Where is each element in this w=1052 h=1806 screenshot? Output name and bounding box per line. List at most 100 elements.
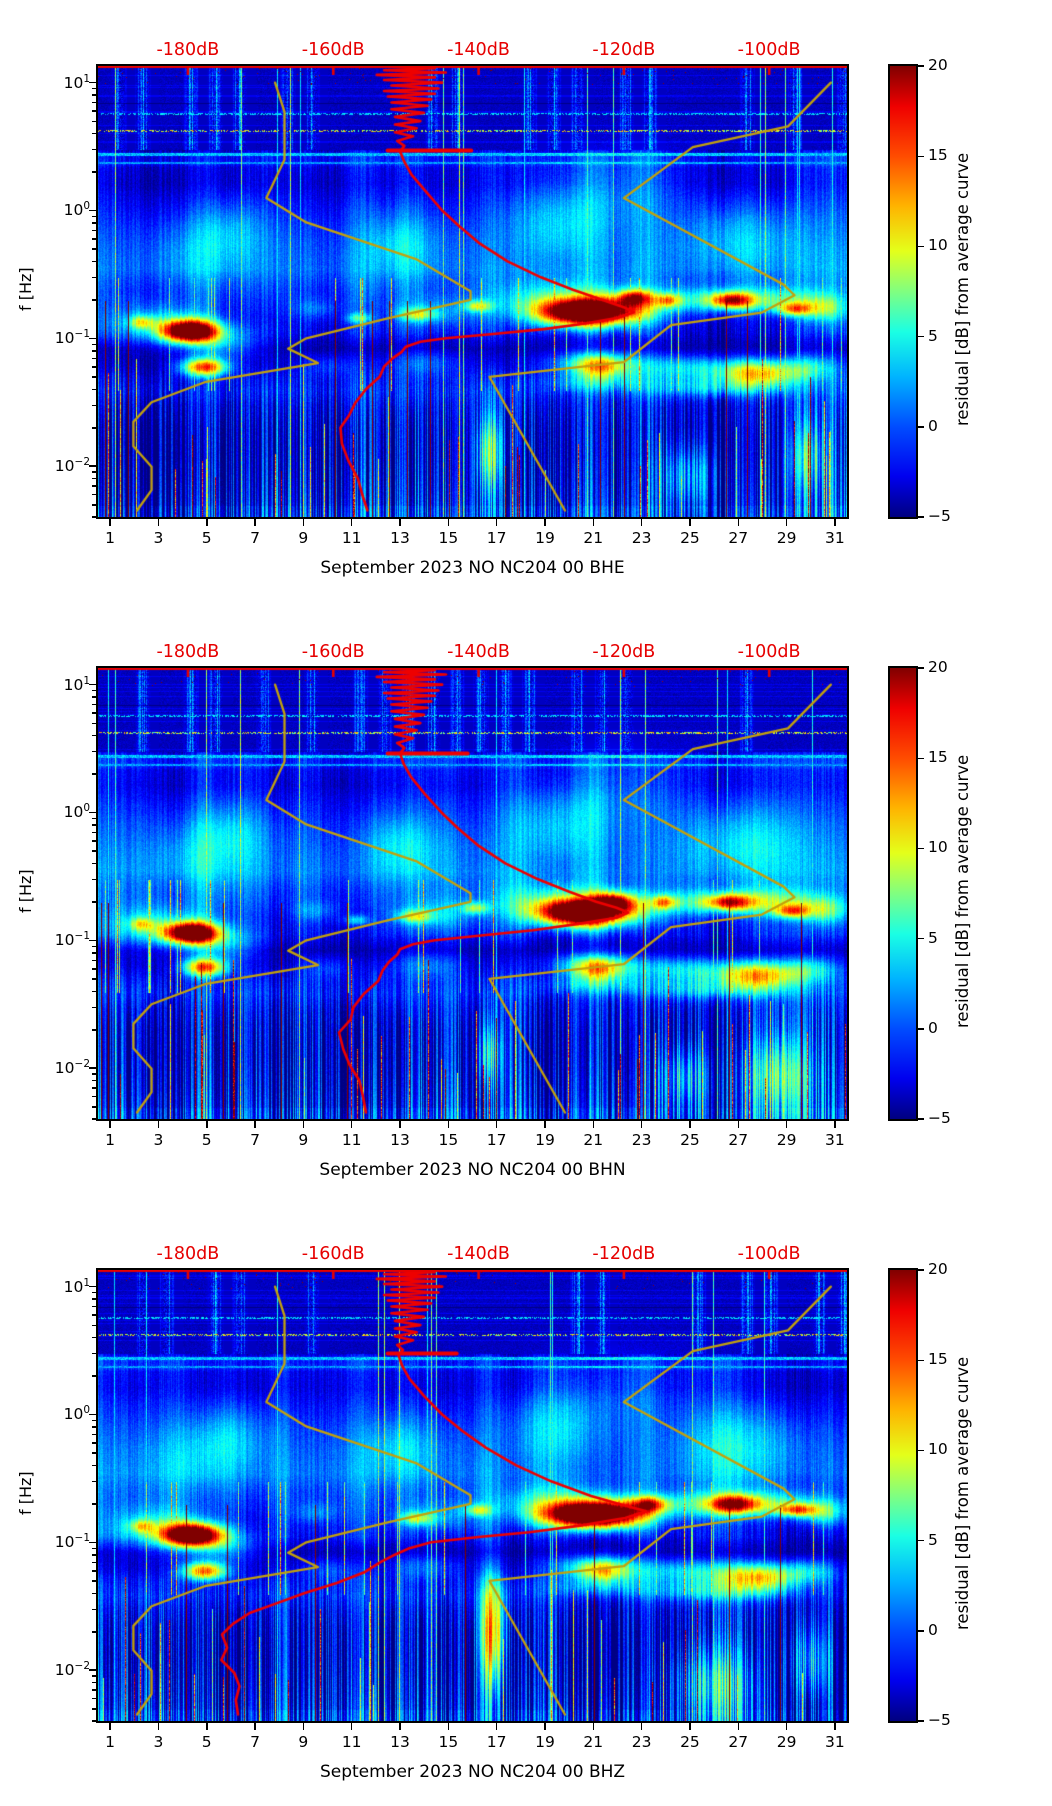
x-tick bbox=[302, 519, 305, 526]
y-minor-tick bbox=[92, 101, 96, 104]
x-tick bbox=[399, 519, 401, 526]
y-minor-tick bbox=[92, 1608, 96, 1611]
y-minor-tick bbox=[92, 959, 96, 961]
colorbar-tick-label: −5 bbox=[928, 1711, 951, 1729]
x-tick-label: 27 bbox=[728, 1733, 749, 1751]
y-axis-label: f [Hz] bbox=[16, 1471, 35, 1516]
x-tick-label: 17 bbox=[486, 1131, 507, 1149]
y-minor-tick bbox=[92, 1291, 96, 1294]
y-tick bbox=[89, 811, 96, 814]
x-tick bbox=[544, 1723, 546, 1730]
y-minor-tick bbox=[92, 350, 96, 352]
y-minor-tick bbox=[92, 1073, 96, 1075]
y-minor-tick bbox=[92, 824, 96, 826]
x-tick-label: 5 bbox=[201, 1131, 212, 1149]
x-tick bbox=[785, 1723, 788, 1730]
x-tick bbox=[495, 1723, 498, 1730]
x-tick bbox=[109, 519, 111, 526]
y-tick bbox=[89, 939, 96, 942]
y-minor-tick bbox=[92, 1570, 96, 1572]
y-tick-label: 100 bbox=[63, 200, 90, 220]
x-tick bbox=[495, 1121, 498, 1128]
y-minor-tick bbox=[92, 229, 96, 232]
y-minor-tick bbox=[92, 238, 96, 240]
y-axis-label: f [Hz] bbox=[16, 267, 35, 312]
db-tick-label: -160dB bbox=[301, 1244, 365, 1264]
y-minor-tick bbox=[92, 87, 96, 90]
db-tick-label: -120dB bbox=[592, 40, 656, 60]
db-tick-label: -160dB bbox=[301, 40, 365, 60]
y-minor-tick bbox=[92, 696, 96, 698]
x-tick bbox=[399, 1121, 401, 1128]
colorbar bbox=[888, 64, 918, 519]
x-tick-label: 1 bbox=[105, 1733, 116, 1751]
x-tick bbox=[302, 1121, 305, 1128]
colorbar-label: residual [dB] from average curve bbox=[953, 152, 972, 427]
y-tick bbox=[89, 465, 96, 467]
x-tick-label: 19 bbox=[535, 1733, 555, 1751]
x-tick-label: 23 bbox=[631, 1131, 652, 1149]
colorbar-label: residual [dB] from average curve bbox=[953, 1356, 972, 1631]
y-minor-tick bbox=[92, 1547, 96, 1550]
panel-title: September 2023 NO NC204 00 BHN bbox=[319, 1160, 626, 1180]
x-tick-label: 31 bbox=[825, 529, 845, 547]
y-minor-tick bbox=[92, 1592, 96, 1595]
y-minor-tick bbox=[92, 1426, 96, 1428]
x-tick-label: 13 bbox=[390, 1733, 410, 1751]
y-minor-tick bbox=[92, 1336, 96, 1339]
x-tick-label: 7 bbox=[250, 1733, 260, 1751]
spectrogram-panel-bhn: -180dB -160dB -140dB -120dB -100dB f [Hz… bbox=[0, 602, 1052, 1204]
y-tick-label: 10−1 bbox=[54, 328, 90, 348]
y-minor-tick bbox=[92, 1352, 96, 1355]
colorbar-tick-label: 5 bbox=[928, 928, 938, 947]
y-tick-label: 10−2 bbox=[54, 1660, 90, 1680]
x-tick-label: 5 bbox=[201, 1733, 212, 1751]
y-minor-tick bbox=[92, 110, 96, 112]
colorbar-tick-label: 10 bbox=[928, 838, 948, 857]
colorbar-tick-label: 20 bbox=[928, 658, 948, 676]
y-minor-tick bbox=[92, 1298, 96, 1300]
colorbar-tick-label: 20 bbox=[928, 56, 948, 74]
y-minor-tick bbox=[92, 1087, 96, 1089]
x-tick bbox=[834, 1121, 836, 1128]
y-tick bbox=[89, 209, 96, 212]
colorbar bbox=[888, 666, 918, 1121]
x-tick-label: 7 bbox=[250, 529, 260, 547]
colorbar-tick bbox=[918, 1118, 924, 1120]
x-tick-label: 13 bbox=[390, 529, 410, 547]
y-tick bbox=[89, 1067, 96, 1069]
colorbar-tick-label: −5 bbox=[928, 507, 951, 525]
y-minor-tick bbox=[92, 1675, 96, 1677]
y-tick bbox=[89, 1413, 96, 1416]
y-minor-tick bbox=[92, 1580, 96, 1582]
y-minor-tick bbox=[92, 94, 96, 96]
y-minor-tick bbox=[92, 299, 96, 301]
y-tick bbox=[89, 1669, 96, 1671]
x-tick-label: 1 bbox=[105, 529, 116, 547]
colorbar-tick bbox=[918, 335, 924, 338]
x-tick bbox=[206, 519, 208, 526]
colorbar-tick bbox=[918, 1539, 924, 1542]
x-tick bbox=[109, 1723, 111, 1730]
x-tick-label: 5 bbox=[201, 529, 212, 547]
y-minor-tick bbox=[92, 120, 96, 123]
y-minor-tick bbox=[92, 1689, 96, 1691]
y-minor-tick bbox=[92, 750, 96, 753]
y-minor-tick bbox=[92, 831, 96, 834]
y-tick-label: 10−1 bbox=[54, 930, 90, 950]
db-tick-label: -180dB bbox=[156, 40, 220, 60]
y-minor-tick bbox=[92, 1314, 96, 1316]
colorbar-tick-label: 15 bbox=[928, 748, 948, 767]
y-minor-tick bbox=[92, 1079, 96, 1082]
colorbar-tick bbox=[918, 757, 924, 759]
plot-area bbox=[96, 1268, 849, 1723]
x-tick bbox=[689, 1121, 691, 1128]
y-minor-tick bbox=[92, 978, 96, 980]
y-minor-tick bbox=[92, 485, 96, 487]
x-tick-label: 3 bbox=[153, 529, 164, 547]
x-tick bbox=[157, 519, 160, 526]
colorbar-tick bbox=[918, 516, 924, 518]
colorbar-tick bbox=[918, 245, 924, 248]
colorbar-tick-label: 0 bbox=[928, 1018, 938, 1037]
y-minor-tick bbox=[92, 471, 96, 473]
